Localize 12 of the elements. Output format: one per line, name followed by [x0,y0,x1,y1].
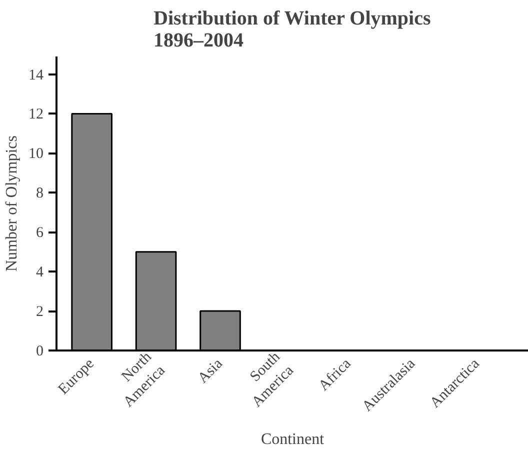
y-axis-title: Number of Olympics [4,136,20,272]
x-axis-title: Continent [260,430,325,448]
chart-title: Distribution of Winter Olympics 1896–2004 [154,8,431,52]
y-tick-label: 0 [36,344,44,360]
y-tick-label: 6 [36,225,44,242]
y-tick-label: 2 [36,304,44,320]
y-tick-label: 10 [28,146,44,162]
y-tick-label: 12 [28,106,44,123]
x-tick-label: Asia [195,356,226,387]
y-tick-label: 8 [36,186,44,202]
y-tick-label: 14 [28,67,44,84]
y-tick-label: 4 [36,264,44,281]
